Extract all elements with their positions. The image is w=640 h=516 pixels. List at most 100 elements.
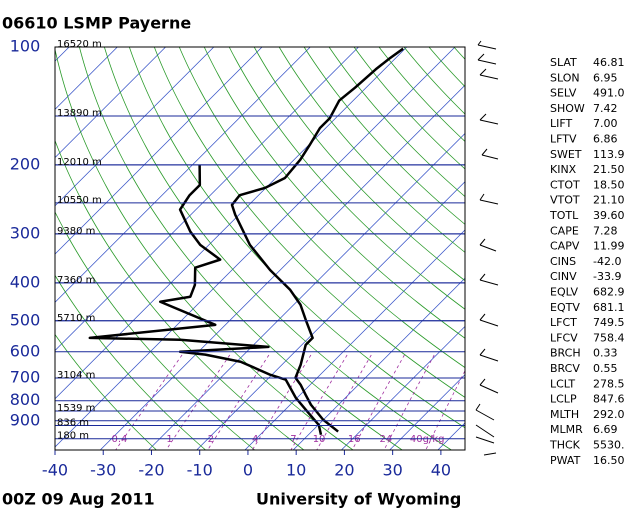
index-value: 491.0 [593, 87, 625, 100]
mixing-ratio-label: 1 [166, 434, 172, 445]
dry-adiabat [203, 47, 465, 339]
index-name: BRCH [550, 347, 581, 360]
index-name: CINV [550, 270, 577, 283]
height-label: 10550 m [57, 195, 102, 206]
height-label: 180 m [57, 431, 89, 442]
dry-adiabat [55, 274, 207, 450]
temperature-line [230, 47, 404, 433]
index-name: LCLP [550, 393, 577, 406]
index-value: 292.0 [593, 408, 625, 421]
isotherm [55, 47, 166, 159]
dry-adiabat [55, 211, 256, 450]
index-name: SELV [550, 87, 577, 100]
index-name: SHOW [550, 102, 585, 115]
mixing-ratio-label: 16 [348, 434, 361, 445]
y-tick-label: 200 [10, 154, 41, 173]
index-value: 7.00 [593, 117, 618, 130]
index-value: 39.60 [593, 209, 625, 222]
dry-adiabat [79, 47, 403, 450]
footer-time: 00Z 09 Aug 2011 [2, 490, 155, 509]
index-name: VTOT [550, 194, 580, 207]
isotherm [99, 84, 465, 450]
index-name: CAPE [550, 224, 579, 237]
x-tick-label: -30 [90, 461, 116, 480]
plot-frame [54, 46, 466, 451]
x-tick-label: 0 [243, 461, 253, 480]
x-tick-label: -10 [187, 461, 213, 480]
dry-adiabat [55, 333, 157, 450]
index-name: SWET [550, 148, 582, 161]
index-name: MLTH [550, 408, 579, 421]
index-value: 758.4 [593, 331, 625, 344]
index-value: 18.50 [593, 178, 625, 191]
y-tick-label: 500 [10, 310, 41, 329]
index-value: 681.1 [593, 301, 625, 314]
mixing-ratio-line [207, 354, 270, 450]
mixing-ratio-line [290, 354, 348, 450]
index-name: BRCV [550, 362, 580, 375]
index-value: 6.69 [593, 423, 618, 436]
index-name: THCK [549, 439, 581, 452]
y-tick-label: 600 [10, 341, 41, 360]
height-label: 9380 m [57, 226, 95, 237]
chart-title: 06610 LSMP Payerne [2, 14, 191, 33]
x-tick-label: -20 [138, 461, 164, 480]
index-name: LIFT [550, 117, 573, 130]
index-name: LCLT [550, 377, 575, 390]
height-label: 836 m [57, 417, 89, 428]
index-name: SLAT [550, 56, 577, 69]
index-name: CINS [550, 255, 576, 268]
dry-adiabat [228, 47, 465, 310]
index-value: 6.86 [593, 133, 618, 146]
index-value: -33.9 [593, 270, 621, 283]
index-name: MLMR [550, 423, 583, 436]
index-name: EQLV [550, 286, 579, 299]
index-value: 7.42 [593, 102, 618, 115]
isotherm [55, 47, 311, 303]
y-tick-label: 700 [10, 368, 41, 387]
mixing-ratio-label: 7 [290, 434, 296, 445]
index-value: 0.55 [593, 362, 618, 375]
dry-adiabat [253, 47, 465, 282]
index-value: 11.99 [593, 240, 625, 253]
index-value: 682.9 [593, 286, 625, 299]
dry-adiabat [103, 47, 453, 450]
mixing-ratio-label: 24 [379, 434, 392, 445]
mixing-ratio-label: 0.4 [111, 434, 127, 445]
mixing-ratio-line [115, 354, 183, 450]
mixing-ratio-label: 4 [252, 434, 258, 445]
plot-area [55, 47, 465, 450]
x-tick-label: 30 [382, 461, 402, 480]
dry-adiabat [128, 47, 465, 429]
mixing-ratio-label: 2 [208, 434, 214, 445]
mixing-ratio-line [165, 354, 231, 450]
dry-adiabat [353, 47, 465, 170]
index-name: SLON [550, 71, 580, 84]
index-value: 16.50 [593, 454, 625, 467]
index-name: EQTV [550, 301, 580, 314]
height-label: 5710 m [57, 313, 95, 324]
x-tick-label: 10 [286, 461, 306, 480]
x-tick-label: -40 [42, 461, 68, 480]
index-name: CTOT [550, 178, 580, 191]
index-value: 5530. [593, 439, 625, 452]
mixing-ratio-label: 40g/kg [410, 434, 445, 445]
mixing-ratio-line [251, 354, 312, 450]
index-name: KINX [550, 163, 577, 176]
index-name: LFCV [550, 331, 578, 344]
height-label: 16520 m [57, 39, 102, 50]
height-label: 1539 m [57, 403, 95, 414]
index-name: TOTL [549, 209, 579, 222]
isotherm [292, 277, 465, 450]
dry-adiabat [278, 47, 465, 253]
index-value: 278.5 [593, 377, 625, 390]
index-value: 847.6 [593, 393, 625, 406]
isotherm [196, 181, 465, 450]
height-label: 7360 m [57, 275, 95, 286]
index-value: 749.5 [593, 316, 625, 329]
y-tick-label: 400 [10, 272, 41, 291]
mixing-ratio-label: 10 [313, 434, 326, 445]
dry-adiabat [328, 47, 465, 198]
